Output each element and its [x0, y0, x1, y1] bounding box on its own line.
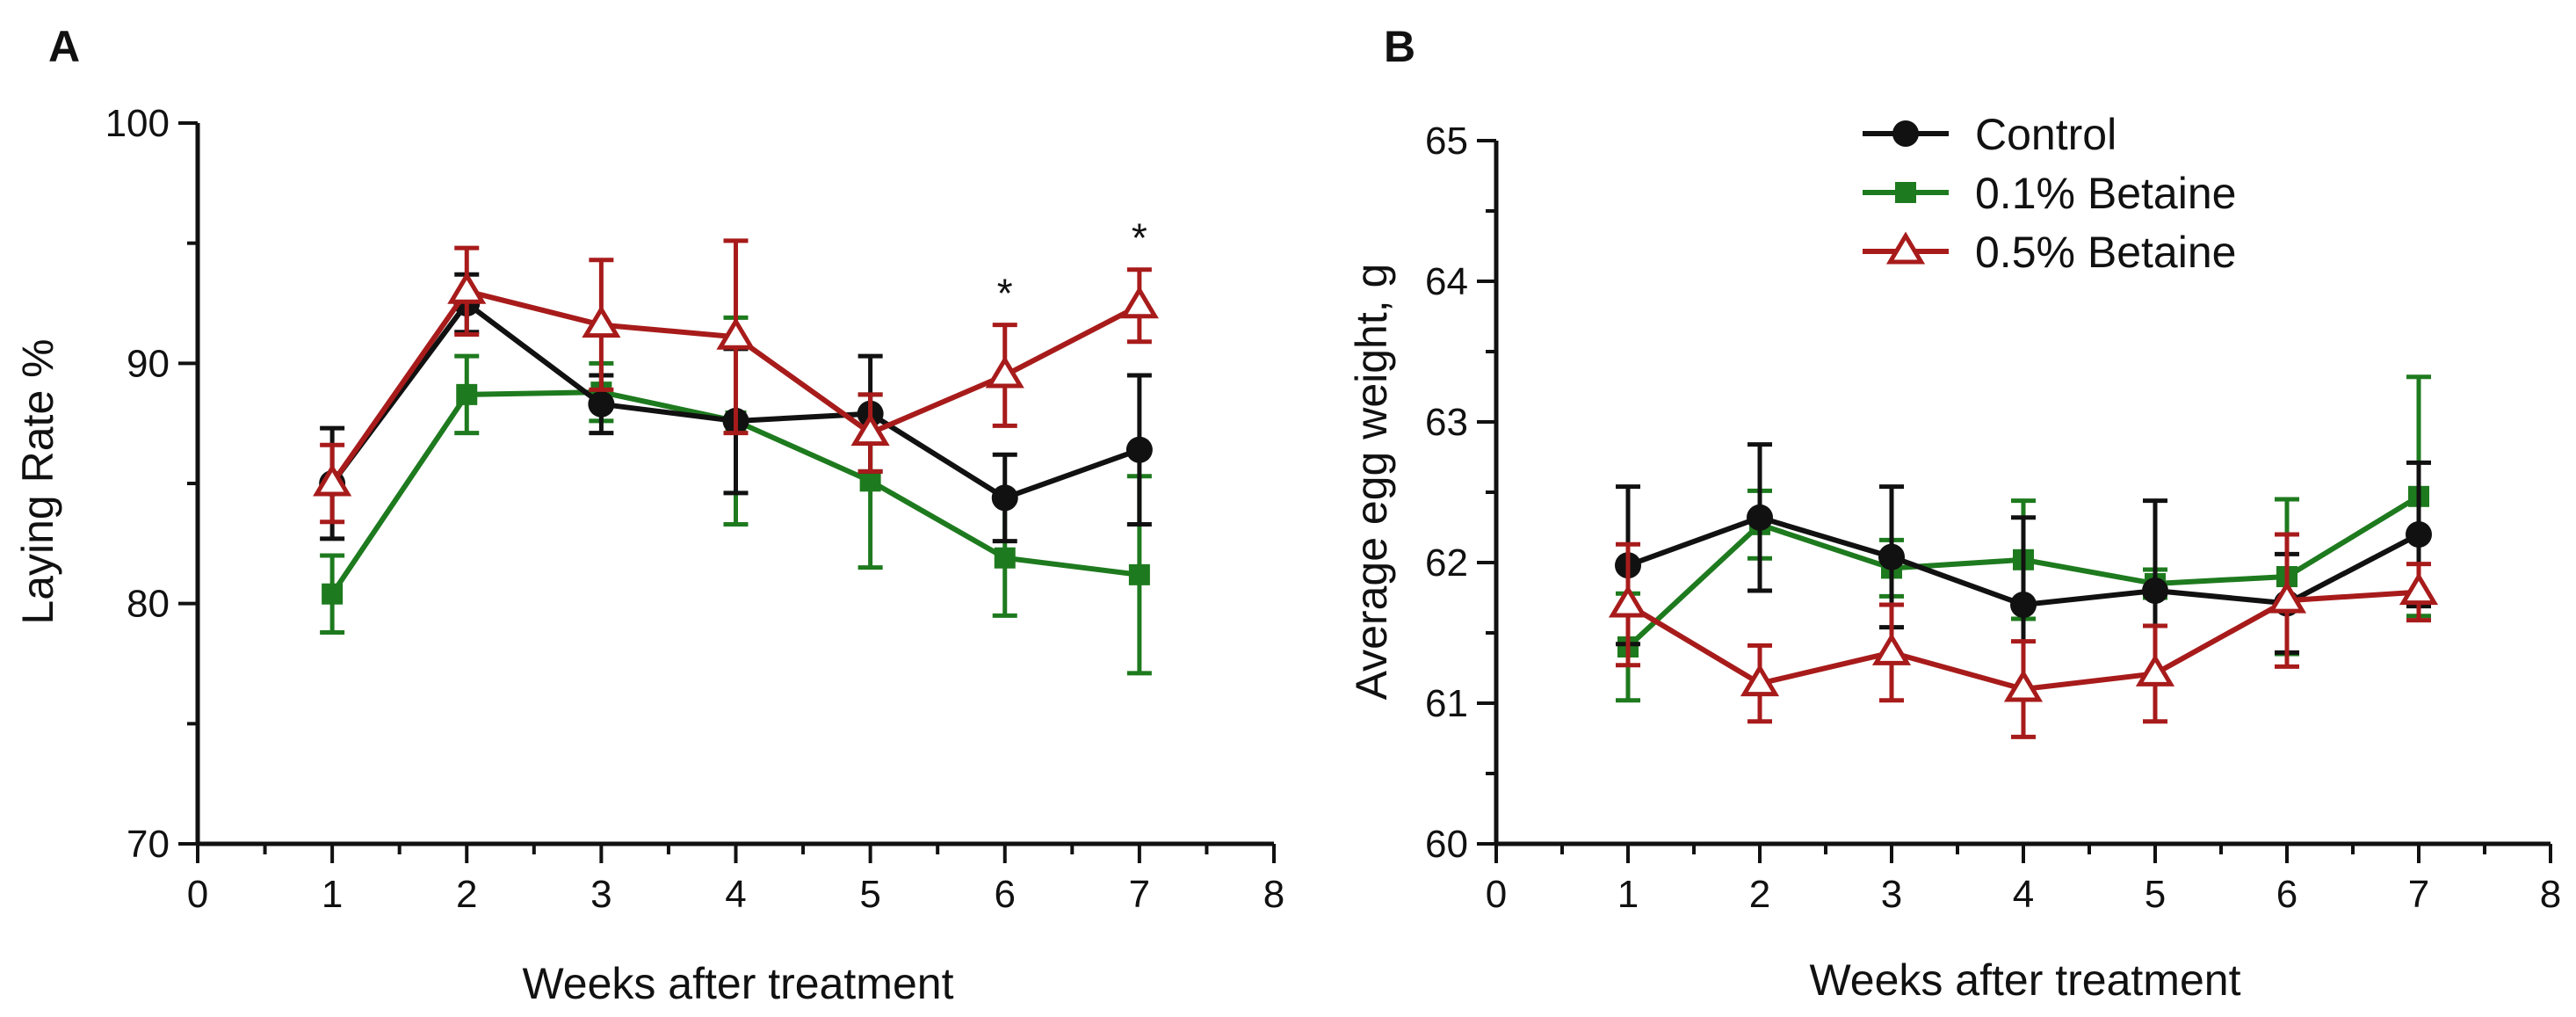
x-axis-title: Weeks after treatment [523, 959, 954, 1008]
data-point [313, 463, 352, 497]
x-tick-label: 6 [995, 873, 1016, 916]
x-tick-label: 8 [2540, 873, 2561, 916]
data-point [859, 470, 881, 492]
x-tick-label: 1 [322, 873, 343, 916]
panel-a: A Laying Rate % Weeks after treatment 0 1… [13, 22, 1284, 1008]
x-tick-label: 5 [2145, 873, 2166, 916]
data-point [2135, 653, 2175, 686]
x-tick-label: 8 [1263, 873, 1284, 916]
x-tick-label: 0 [1486, 873, 1507, 916]
legend-entry-0-5-betaine: 0.5% Betaine [1863, 228, 2236, 277]
x-axis-title: Weeks after treatment [1810, 955, 2241, 1005]
legend-entry-0-1-betaine: 0.1% Betaine [1863, 169, 2236, 218]
data-point [2399, 572, 2439, 606]
data-point [985, 355, 1024, 389]
data-point [1885, 231, 1926, 265]
data-point [850, 413, 890, 447]
data-point [1878, 543, 1905, 570]
data-point [322, 583, 344, 605]
data-point [2406, 521, 2432, 548]
x-tick-label: 5 [859, 873, 880, 916]
data-point [1119, 286, 1159, 319]
data-point [588, 390, 615, 418]
y-axis-title: Laying Rate % [13, 338, 62, 624]
data-point [1892, 120, 1919, 147]
data-point [1128, 563, 1150, 585]
x-tick-label: 2 [1749, 873, 1770, 916]
panel-b: B Average egg weight, g Weeks after trea… [1347, 22, 2561, 1005]
data-point [1608, 585, 1648, 618]
y-tick-label: 90 [127, 342, 170, 385]
data-point [456, 383, 478, 405]
data-point [2010, 592, 2037, 618]
panel-label: B [1384, 22, 1415, 71]
x-tick-label: 3 [590, 873, 611, 916]
data-point [991, 484, 1018, 512]
panel-label: A [48, 22, 80, 71]
y-tick-label: 62 [1425, 541, 1468, 585]
x-tick-label: 4 [2013, 873, 2034, 916]
y-tick-label: 63 [1425, 401, 1468, 444]
x-tick-label: 4 [725, 873, 746, 916]
significance-marker: * [997, 271, 1013, 316]
data-point [716, 316, 756, 350]
data-point [994, 547, 1016, 569]
x-tick-label: 0 [187, 873, 208, 916]
y-tick-label: 60 [1425, 823, 1468, 866]
axes: 0 1 2 3 4 5 6 7 8 70 80 90 100 [105, 102, 1285, 916]
y-tick-label: 61 [1425, 682, 1468, 725]
legend-label: 0.5% Betaine [1975, 228, 2236, 277]
x-tick-label: 2 [456, 873, 477, 916]
data-point [1740, 664, 1780, 697]
data-point [1871, 632, 1912, 665]
series-0-5-betaine [313, 238, 1159, 525]
axes: 0 1 2 3 4 5 6 7 8 60 61 62 63 64 65 [1425, 120, 2561, 916]
significance-marker: * [1132, 215, 1147, 261]
series-0-5-betaine [1608, 532, 2439, 739]
legend-marker [1863, 231, 1949, 265]
data-point [2267, 580, 2307, 614]
x-tick-label: 6 [2276, 873, 2297, 916]
x-tick-label: 7 [1129, 873, 1150, 916]
legend-entry-control: Control [1863, 110, 2117, 159]
data-point [582, 305, 621, 338]
y-tick-label: 80 [127, 583, 170, 626]
x-tick-label: 1 [1617, 873, 1639, 916]
y-tick-label: 65 [1425, 120, 1468, 163]
x-tick-label: 3 [1881, 873, 1902, 916]
legend-marker [1863, 120, 1949, 147]
data-point [1747, 504, 1773, 531]
y-tick-label: 64 [1425, 260, 1468, 303]
data-point [447, 271, 487, 304]
data-point [1125, 436, 1153, 463]
legend: Control 0.1% Betaine 0.5% Betaine [1863, 110, 2236, 277]
legend-label: Control [1975, 110, 2117, 159]
legend-marker [1863, 182, 1949, 203]
data-point [1895, 182, 1916, 203]
legend-label: 0.1% Betaine [1975, 169, 2236, 218]
data-point [2003, 669, 2044, 702]
data-point [2142, 578, 2168, 604]
y-axis-title: Average egg weight, g [1347, 264, 1396, 701]
y-tick-label: 100 [105, 102, 170, 145]
y-tick-label: 70 [127, 823, 170, 866]
x-tick-label: 7 [2408, 873, 2429, 916]
